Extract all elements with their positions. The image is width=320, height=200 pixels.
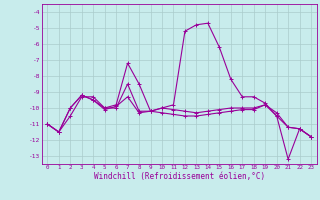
X-axis label: Windchill (Refroidissement éolien,°C): Windchill (Refroidissement éolien,°C): [94, 172, 265, 181]
